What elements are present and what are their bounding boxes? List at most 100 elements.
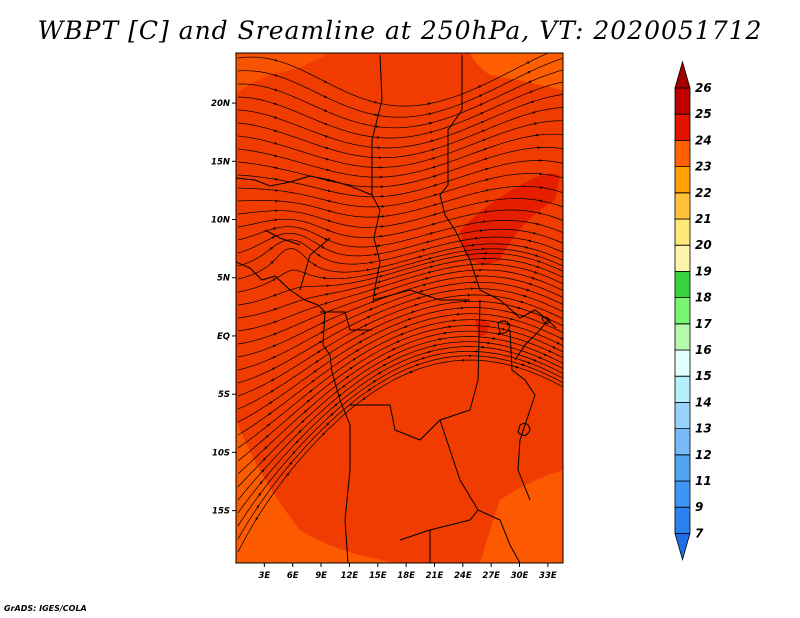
streamline-arrow	[534, 254, 539, 257]
streamline-arrow	[391, 348, 396, 351]
streamline-arrow	[395, 340, 400, 344]
streamline-arrow	[273, 166, 278, 170]
streamline	[237, 81, 563, 139]
streamline-arrow	[273, 177, 279, 181]
lon-tick-label: 18E	[397, 571, 415, 581]
streamline-arrow	[316, 350, 321, 354]
streamline-arrow	[535, 222, 540, 226]
streamline-arrow	[312, 370, 317, 373]
streamline-arrow	[273, 73, 278, 77]
streamline-arrow	[530, 276, 536, 280]
streamline-arrow	[259, 480, 263, 485]
streamline-arrow	[271, 356, 276, 359]
colorbar-label: 18	[695, 291, 712, 305]
streamline-arrow	[428, 130, 434, 134]
country-borders	[236, 54, 557, 563]
streamline-arrow	[321, 321, 326, 325]
streamline-arrow	[527, 80, 532, 84]
streamline-arrow	[372, 380, 377, 383]
streamline-arrow	[427, 112, 432, 116]
streamline	[238, 69, 563, 129]
streamline-arrow	[480, 129, 486, 133]
streamline-arrow	[355, 349, 360, 353]
streamline-arrow	[428, 232, 434, 235]
wbpt-shade-region	[236, 420, 400, 563]
streamline-arrow	[480, 120, 485, 124]
streamline-arrow	[313, 263, 317, 267]
streamline-arrow	[429, 265, 434, 269]
streamline	[237, 252, 563, 306]
streamline	[237, 359, 563, 553]
streamline	[237, 236, 563, 267]
lat-tick-label: 10S	[212, 448, 230, 458]
streamline-arrow	[432, 193, 438, 197]
streamline-arrow	[269, 390, 274, 393]
wbpt-shade-region	[460, 173, 560, 264]
lon-tick-label: 6E	[287, 571, 299, 581]
streamline-arrow	[325, 168, 330, 172]
streamline-arrow	[432, 344, 437, 348]
streamline	[237, 228, 563, 257]
streamline-arrow	[358, 340, 363, 344]
streamline-arrow	[382, 364, 387, 367]
streamline	[237, 219, 563, 248]
streamline-arrow	[289, 461, 293, 466]
streamline-arrow	[324, 157, 330, 161]
streamline-arrow	[555, 341, 560, 345]
colorbar-label: 13	[695, 422, 712, 436]
streamline-arrow	[531, 231, 537, 235]
streamline-arrow	[323, 122, 328, 125]
streamline	[237, 185, 563, 218]
streamline-arrow	[425, 240, 430, 244]
wbpt-shade-region	[480, 470, 563, 563]
streamline-arrow	[261, 469, 265, 473]
streamline-arrow	[484, 167, 489, 171]
streamline-arrow	[306, 399, 310, 403]
colorbar-label: 26	[695, 81, 712, 95]
colorbar-swatch	[674, 166, 691, 194]
streamline-arrow	[269, 246, 274, 250]
map-frame	[235, 52, 564, 564]
streamline-arrow	[429, 139, 434, 143]
colorbar-swatch	[674, 113, 691, 141]
streamline-arrow	[300, 419, 305, 424]
streamline-arrow	[479, 112, 484, 115]
streamline-arrow	[310, 379, 315, 383]
streamline-arrow	[263, 446, 268, 450]
streamline-arrow	[431, 165, 437, 169]
streamline-arrow	[273, 102, 278, 106]
streamline-arrow	[420, 357, 426, 360]
colorbar-swatch	[674, 244, 691, 272]
streamline	[237, 288, 563, 384]
streamline-arrow	[273, 154, 278, 158]
streamline	[237, 330, 563, 475]
lat-tick-label: 15S	[212, 507, 230, 517]
streamline	[237, 258, 563, 319]
colorbar-label: 19	[695, 264, 712, 278]
streamline-arrow	[387, 356, 392, 359]
streamline-arrow	[477, 85, 482, 89]
streamline-arrow	[526, 361, 532, 364]
streamline-arrow	[535, 265, 540, 269]
streamline-arrow	[501, 327, 506, 331]
streamline-arrow	[271, 367, 276, 371]
streamline-arrow	[478, 103, 483, 107]
streamline	[237, 294, 563, 397]
colorbar-label: 9	[695, 500, 703, 514]
streamline-arrow	[326, 199, 332, 203]
streamline-arrow	[416, 296, 421, 300]
streamline-arrow	[559, 337, 563, 340]
streamline-arrow	[318, 340, 323, 344]
colorbar-swatch	[674, 192, 691, 220]
streamline-arrow	[526, 71, 531, 74]
streamline-arrow	[365, 268, 370, 272]
grads-credit: GrADS: IGES/COLA	[4, 604, 87, 613]
lat-tick-label: 10N	[211, 216, 230, 226]
streamline-arrow	[324, 293, 330, 296]
streamline-arrow	[326, 179, 331, 182]
streamline-arrow	[272, 294, 277, 297]
streamline-arrow	[525, 61, 531, 65]
lake-outlines	[497, 316, 551, 436]
streamline-arrow	[417, 255, 423, 259]
colorbar-label: 20	[695, 238, 712, 252]
